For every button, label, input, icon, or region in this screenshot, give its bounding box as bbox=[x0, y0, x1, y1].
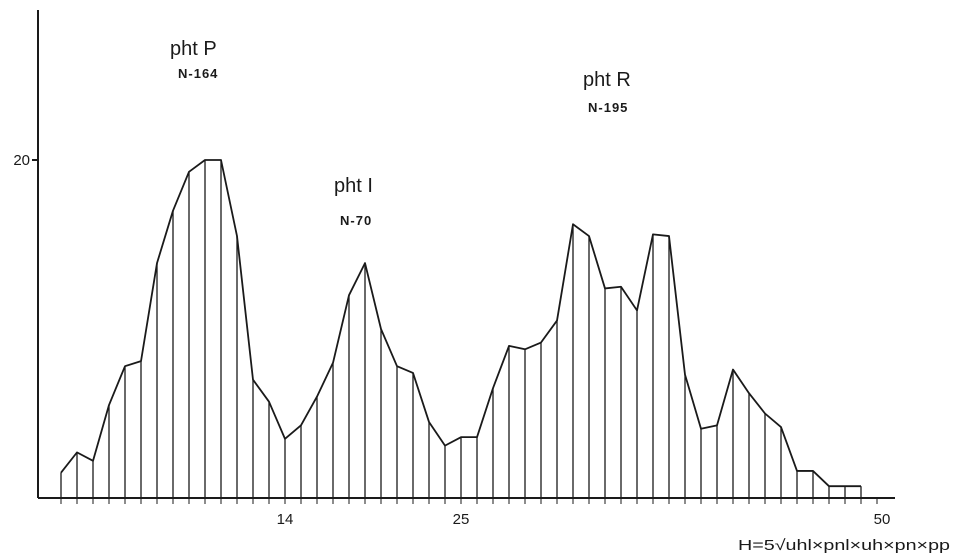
x-tick-label-25: 25 bbox=[453, 511, 470, 528]
axes bbox=[32, 10, 895, 499]
y-tick-label-20: 20 bbox=[13, 152, 30, 169]
annotation-pht-r-count: N-195 bbox=[588, 100, 628, 115]
histogram-outline bbox=[60, 159, 861, 488]
annotation-pht-i-count: N-70 bbox=[340, 213, 372, 228]
annotation-pht-p-label: pht P bbox=[170, 38, 217, 60]
x-tick-label-14: 14 bbox=[277, 511, 294, 528]
annotation-pht-r-label: pht R bbox=[583, 69, 631, 91]
x-ticks bbox=[60, 498, 878, 504]
annotation-pht-p-count: N-164 bbox=[178, 66, 218, 81]
x-axis-formula: H=5√uhl×pnl×uh×pn×pp bbox=[738, 537, 950, 554]
distribution-line bbox=[60, 159, 861, 488]
hatch-fill bbox=[60, 160, 862, 498]
annotation-pht-i-label: pht I bbox=[334, 175, 373, 197]
x-tick-label-50: 50 bbox=[874, 511, 891, 528]
